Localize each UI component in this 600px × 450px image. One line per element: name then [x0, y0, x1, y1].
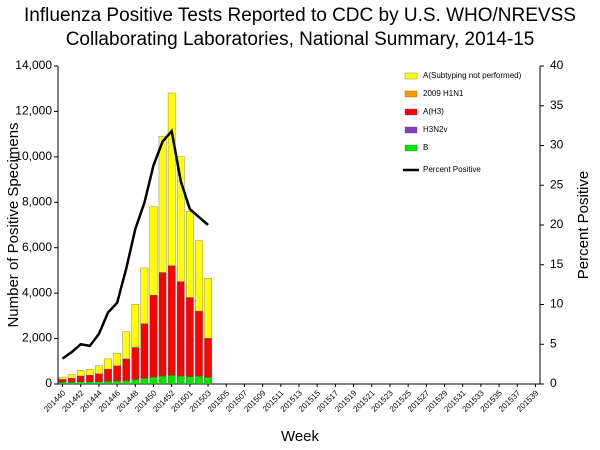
legend-label: Percent Positive: [423, 165, 481, 174]
y2-tick-label: 10: [550, 297, 564, 311]
bar-segment: [67, 382, 76, 385]
y-tick-label: 0: [45, 376, 52, 390]
bar-segment: [104, 369, 112, 382]
legend-label: A(Subtyping not performed): [423, 71, 522, 80]
bar-segment: [186, 297, 194, 377]
bar-segment: [176, 375, 185, 385]
y-tick-label: 10,000: [15, 149, 52, 163]
y2-tick-label: 0: [550, 376, 557, 390]
bar-segment: [158, 375, 167, 385]
bar-segment: [122, 358, 130, 381]
y-tick-label: 14,000: [15, 58, 52, 72]
y2-tick-label: 30: [550, 138, 564, 152]
legend-label: B: [423, 143, 428, 152]
bar-segment: [158, 136, 167, 273]
bar-segment: [86, 381, 94, 385]
bar-segment: [58, 376, 67, 380]
y2-tick-label: 20: [550, 217, 564, 231]
legend-swatch: [404, 90, 418, 98]
bar-segment: [195, 375, 203, 385]
bar-segment: [176, 281, 185, 377]
bar-segment: [131, 347, 140, 380]
legend-label: 2009 H1N1: [423, 89, 464, 98]
bar-segment: [186, 210, 194, 298]
legend-swatch: [404, 144, 418, 152]
bar-segment: [86, 368, 94, 376]
y2-axis-label: Percent Positive: [575, 171, 592, 279]
bar-segment: [204, 338, 212, 378]
bar-segment: [86, 375, 94, 382]
y-axis-label: Number of Positive Specimens: [5, 122, 22, 327]
bar-segment: [131, 304, 140, 348]
y2-tick-label: 40: [550, 58, 564, 72]
bar-segment: [122, 331, 130, 360]
legend-swatch: [404, 126, 418, 134]
y2-tick-label: 15: [550, 257, 564, 271]
bar-segment: [149, 206, 158, 296]
bar-segment: [204, 278, 212, 339]
bar-segment: [95, 365, 103, 374]
bar-segment: [76, 381, 85, 385]
bar-segment: [95, 373, 103, 382]
bar-segment: [131, 379, 140, 385]
bar-segment: [58, 379, 67, 383]
bar-segment: [76, 370, 85, 377]
y-tick-label: 8,000: [22, 194, 52, 208]
bar-segment: [113, 380, 121, 385]
bar-segment: [149, 295, 158, 378]
bar-segment: [67, 378, 76, 383]
bar-segment: [95, 381, 103, 385]
bar-segment: [58, 382, 67, 385]
y-tick-label: 2,000: [22, 331, 52, 345]
bar-segment: [113, 353, 121, 366]
bar-segment: [140, 378, 149, 385]
x-axis-label: Week: [281, 428, 320, 445]
bar-segment: [158, 272, 167, 377]
y2-tick-label: 5: [550, 336, 557, 350]
bar-segment: [122, 380, 130, 385]
legend-swatch: [404, 72, 418, 80]
bar-segment: [104, 381, 112, 385]
legend-label: H3N2v: [423, 125, 447, 134]
bar-segment: [176, 156, 185, 282]
bar-segment: [204, 377, 212, 385]
y-tick-label: 6,000: [22, 240, 52, 254]
bar-segment: [167, 375, 176, 385]
bar-segment: [167, 92, 176, 266]
bar-segment: [140, 323, 149, 379]
bar-segment: [195, 240, 203, 312]
y2-tick-label: 25: [550, 177, 564, 191]
bar-segment: [195, 311, 203, 377]
bar-segment: [104, 358, 112, 370]
bar-segment: [186, 376, 194, 385]
bar-segment: [113, 365, 121, 382]
y-tick-label: 12,000: [15, 104, 52, 118]
legend-swatch: [404, 108, 418, 116]
chart-title: Collaborating Laboratories, National Sum…: [66, 29, 535, 50]
chart-title: Influenza Positive Tests Reported to CDC…: [24, 5, 576, 26]
percent-line: [61, 128, 209, 360]
bar-segment: [149, 377, 158, 385]
y-tick-label: 4,000: [22, 285, 52, 299]
bar-segment: [67, 374, 76, 379]
bar-segment: [140, 267, 149, 324]
bar-segment: [76, 375, 85, 382]
y2-tick-label: 35: [550, 98, 564, 112]
bar-segment: [167, 265, 176, 376]
legend-label: A(H3): [423, 107, 444, 116]
